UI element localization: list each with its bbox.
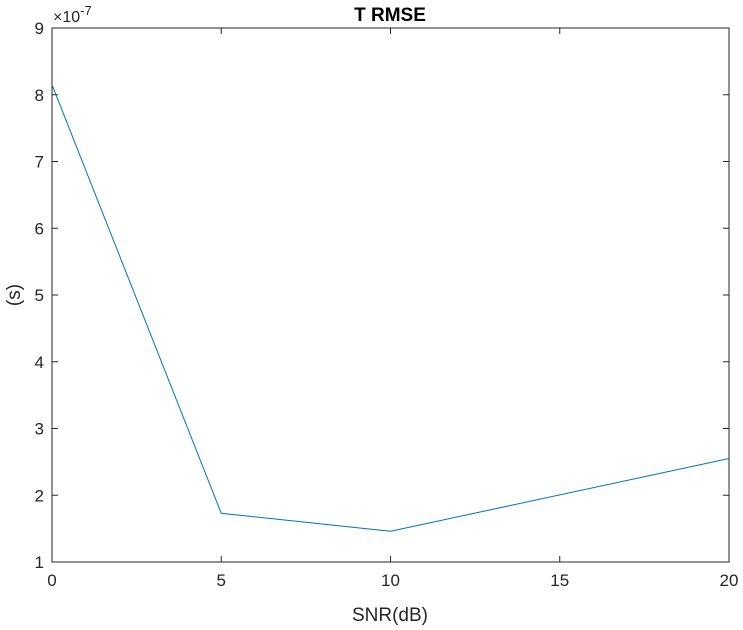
x-tick-label: 0 <box>47 571 56 590</box>
plot-area <box>51 27 730 563</box>
y-tick-label: 9 <box>35 19 44 38</box>
y-axis: 1 2 3 4 5 6 7 8 9 <box>35 19 729 572</box>
y-tick-label: 3 <box>35 420 44 439</box>
x-axis-label: SNR(dB) <box>352 605 428 626</box>
x-axis: 0 5 10 15 20 <box>47 28 738 590</box>
series-layer <box>51 84 730 532</box>
y-tick-label: 4 <box>35 353 44 372</box>
series-line <box>51 84 730 532</box>
chart-title: T RMSE <box>354 5 426 26</box>
y-tick-label: 5 <box>35 286 44 305</box>
y-tick-label: 8 <box>35 86 44 105</box>
y-tick-label: 1 <box>35 553 44 572</box>
x-tick-label: 20 <box>720 571 739 590</box>
y-tick-label: 2 <box>35 486 44 505</box>
y-multiplier-label: ×10-7 <box>53 3 92 26</box>
y-tick-label: 7 <box>35 153 44 172</box>
y-multiplier-exponent: -7 <box>80 3 92 18</box>
y-tick-label: 6 <box>35 219 44 238</box>
x-tick-label: 5 <box>217 571 226 590</box>
x-tick-label: 10 <box>381 571 400 590</box>
x-tick-label: 15 <box>550 571 569 590</box>
y-axis-label: (s) <box>4 284 25 306</box>
